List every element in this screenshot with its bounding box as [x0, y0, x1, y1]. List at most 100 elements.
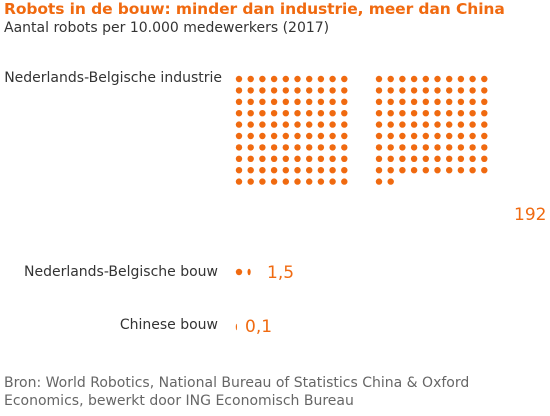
value-label-construction: 1,5	[267, 263, 295, 283]
dot-0-123	[410, 98, 418, 106]
dot-0-26	[306, 98, 313, 106]
dot-0-149	[481, 121, 488, 128]
dot-0-131	[387, 110, 394, 117]
dot-0-63	[270, 144, 278, 151]
dot-0-24	[282, 98, 289, 106]
dot-0-128	[469, 98, 476, 106]
dot-0-40	[235, 121, 243, 128]
dot-0-64	[282, 144, 289, 151]
dot-0-36	[306, 110, 313, 117]
dot-0-53	[270, 132, 278, 140]
dot-0-21	[247, 98, 254, 106]
dot-0-88	[329, 167, 336, 174]
dot-0-34	[282, 110, 289, 117]
dot-partial-2	[235, 323, 237, 331]
dot-0-188	[469, 167, 476, 174]
dot-0-55	[294, 132, 301, 140]
dot-0-107	[457, 75, 465, 83]
dot-0-181	[387, 167, 394, 174]
dot-partial-1	[247, 268, 251, 276]
dot-0-60	[235, 144, 243, 151]
dot-0-4	[282, 75, 289, 83]
dot-0-49	[341, 121, 348, 128]
dot-0-143	[410, 121, 418, 128]
dot-0-122	[399, 98, 406, 106]
dot-0-3	[270, 75, 278, 83]
dot-0-100	[375, 75, 383, 83]
dot-0-109	[481, 75, 488, 83]
dot-0-147	[457, 121, 465, 128]
dot-0-16	[306, 87, 313, 94]
dot-0-91	[247, 178, 254, 185]
dot-0-176	[446, 155, 453, 162]
dot-0-140	[375, 121, 383, 128]
dot-0-38	[329, 110, 336, 117]
dot-0-66	[306, 144, 313, 151]
dot-0-72	[259, 155, 266, 162]
dot-0-189	[481, 167, 488, 174]
category-label-china: Chinese bouw	[119, 317, 218, 333]
dot-0-191	[387, 178, 394, 185]
dot-0-12	[259, 87, 266, 94]
dot-0-174	[422, 155, 429, 162]
dot-0-75	[294, 155, 301, 162]
dot-0-167	[457, 144, 465, 151]
dot-0-81	[247, 167, 254, 174]
dot-0-133	[410, 110, 418, 117]
dot-0-98	[329, 178, 336, 185]
dot-0-124	[422, 98, 429, 106]
dot-0-70	[235, 155, 243, 162]
dot-0-18	[329, 87, 336, 94]
dot-0-78	[329, 155, 336, 162]
category-label-industry: Nederlands-Belgische industrie	[4, 70, 222, 86]
dot-0-134	[422, 110, 429, 117]
dot-0-137	[457, 110, 465, 117]
dot-0-27	[317, 98, 325, 106]
dot-0-125	[434, 98, 441, 106]
dot-0-14	[282, 87, 289, 94]
dot-0-119	[481, 87, 488, 94]
dot-0-44	[282, 121, 289, 128]
dot-0-80	[235, 167, 243, 174]
dot-0-82	[259, 167, 266, 174]
dot-0-155	[434, 132, 441, 140]
dot-0-136	[446, 110, 453, 117]
dot-0-6	[306, 75, 313, 83]
dot-0-17	[317, 87, 325, 94]
dot-0-10	[235, 87, 243, 94]
chart-title: Robots in de bouw: minder dan industrie,…	[4, 0, 505, 18]
dot-0-183	[410, 167, 418, 174]
dot-0-2	[259, 75, 266, 83]
dot-0-162	[399, 144, 406, 151]
dot-0-152	[399, 132, 406, 140]
dot-0-139	[481, 110, 488, 117]
dot-0-172	[399, 155, 406, 162]
dot-0-65	[294, 144, 301, 151]
dot-0-90	[235, 178, 243, 185]
dot-0-1	[247, 75, 254, 83]
dot-0-58	[329, 132, 336, 140]
dot-0-182	[399, 167, 406, 174]
dot-0-89	[341, 167, 348, 174]
dot-0-0	[235, 75, 243, 83]
dot-0-32	[259, 110, 266, 117]
dot-0-57	[317, 132, 325, 140]
dot-0-146	[446, 121, 453, 128]
dot-0-97	[317, 178, 325, 185]
chart-subtitle: Aantal robots per 10.000 medewerkers (20…	[4, 20, 330, 36]
dot-0-112	[399, 87, 406, 94]
dot-0-71	[247, 155, 254, 162]
dot-0-135	[434, 110, 441, 117]
dot-0-79	[341, 155, 348, 162]
dot-0-93	[270, 178, 278, 185]
dot-0-68	[329, 144, 336, 151]
dot-0-96	[306, 178, 313, 185]
dot-0-148	[469, 121, 476, 128]
dot-0-86	[306, 167, 313, 174]
dot-0-41	[247, 121, 254, 128]
dot-0-51	[247, 132, 254, 140]
dot-0-101	[387, 75, 394, 83]
dot-0-52	[259, 132, 266, 140]
dot-0-113	[410, 87, 418, 94]
dot-0-61	[247, 144, 254, 151]
